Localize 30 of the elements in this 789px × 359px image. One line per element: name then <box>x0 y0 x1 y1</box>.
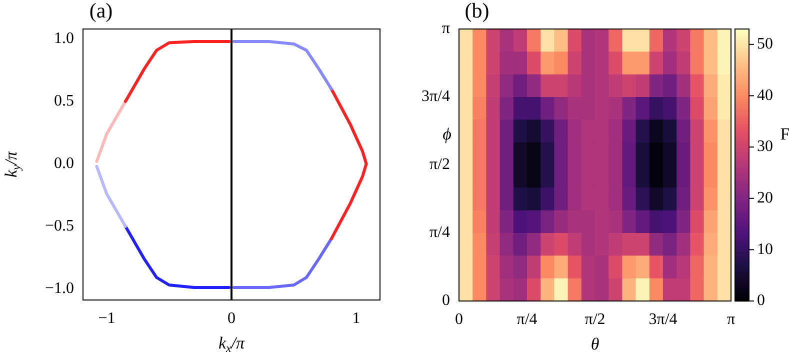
x-tick-label: π <box>726 310 736 328</box>
y-tick-label: 1.0 <box>54 30 74 48</box>
x-tick-label: 1 <box>352 310 360 327</box>
color-bar-label: 30 <box>757 138 773 156</box>
y-axis-title: ky/π <box>1 150 24 178</box>
y-tick-label: 0.0 <box>54 155 74 172</box>
x-tick-label: 0 <box>455 310 463 328</box>
x-tick-label: 3π/4 <box>648 310 678 328</box>
y-tick-label: −0.5 <box>44 218 74 235</box>
y-tick-label: π/2 <box>429 156 450 174</box>
x-tick-label: π/4 <box>516 310 538 328</box>
color-bar-label: 10 <box>757 240 773 258</box>
chart-title: (a) <box>89 0 113 23</box>
color-bar-title: F <box>780 124 789 144</box>
y-tick-label: 3π/4 <box>421 88 450 106</box>
color-bar-label: 40 <box>757 86 773 104</box>
y-tick-label: π <box>442 20 450 38</box>
y-axis-title: ϕ <box>442 124 452 144</box>
y-tick-label: −1.0 <box>44 280 74 297</box>
y-tick-label: 0 <box>442 292 450 310</box>
x-axis-title: θ <box>590 334 600 354</box>
chart-title: (b) <box>464 0 490 23</box>
color-bar-label: 0 <box>757 292 765 310</box>
x-tick-label: π/2 <box>584 310 606 328</box>
y-tick-label: 0.5 <box>54 92 74 110</box>
x-tick-label: −1 <box>98 310 116 327</box>
x-tick-label: 0 <box>228 310 236 327</box>
color-bar-label: 50 <box>757 36 773 53</box>
y-tick-label: π/4 <box>429 224 450 242</box>
color-bar-label: 20 <box>757 190 773 207</box>
